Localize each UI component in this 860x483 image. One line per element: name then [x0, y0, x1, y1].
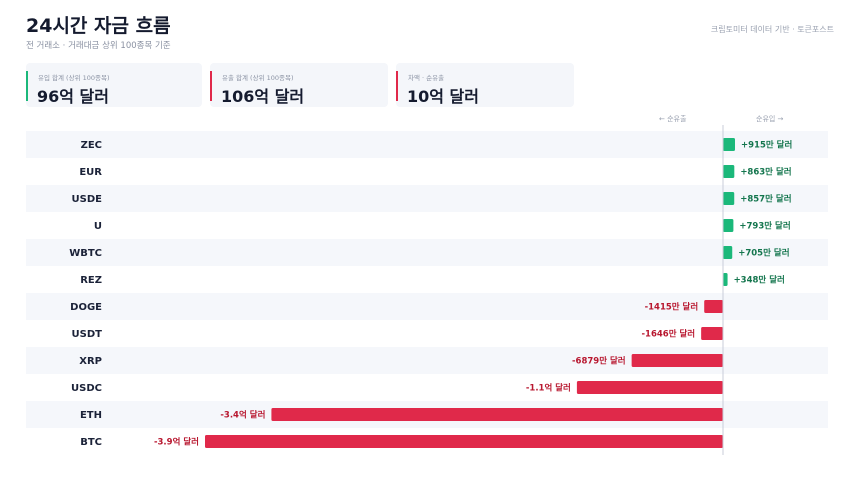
category-label: REZ — [80, 275, 102, 286]
card-label: 차액 · 순유출 — [408, 74, 445, 82]
row-background — [26, 131, 828, 158]
bar — [723, 219, 734, 232]
data-label: +857만 달러 — [740, 194, 791, 205]
bar — [723, 273, 728, 286]
page-subtitle: 전 거래소 · 거래대금 상위 100종목 기준 — [26, 41, 171, 51]
inflow-total-card: 유입 합계 (상위 100종목) 96억 달러 — [26, 63, 202, 107]
row-background — [26, 185, 828, 212]
data-label: +915만 달러 — [741, 140, 792, 151]
category-label: WBTC — [69, 248, 102, 259]
bar — [723, 138, 735, 151]
bar — [704, 300, 723, 313]
data-label: -1415만 달러 — [645, 302, 699, 313]
data-label: -3.4억 달러 — [220, 410, 265, 421]
net-difference-card: 차액 · 순유출 10억 달러 — [396, 63, 574, 107]
bar — [631, 354, 723, 367]
card-accent-bar — [26, 71, 28, 101]
card-label: 유입 합계 (상위 100종목) — [38, 74, 110, 82]
category-label: ZEC — [81, 140, 102, 151]
data-label: +863만 달러 — [740, 167, 791, 178]
bar — [205, 435, 723, 448]
data-label: -3.9억 달러 — [154, 437, 199, 448]
data-label: -1646만 달러 — [642, 329, 696, 340]
category-label: DOGE — [70, 302, 102, 313]
data-label: +705만 달러 — [738, 248, 789, 259]
category-label: ETH — [80, 410, 102, 421]
card-label: 유출 합계 (상위 100종목) — [222, 74, 294, 82]
card-value: 10억 달러 — [407, 87, 479, 106]
bar — [576, 381, 723, 394]
bar — [723, 192, 735, 205]
category-label: USDE — [72, 194, 103, 205]
bar — [723, 165, 735, 178]
source-credit: 크립토미터 데이터 기반 · 토큰포스트 — [710, 25, 834, 34]
data-label: +793만 달러 — [739, 221, 790, 232]
data-label: +348만 달러 — [734, 275, 785, 286]
data-label: -1.1억 달러 — [526, 383, 571, 394]
bar — [723, 246, 733, 259]
card-value: 106억 달러 — [221, 87, 305, 106]
category-label: XRP — [79, 356, 102, 367]
card-accent-bar — [210, 71, 212, 101]
category-label: BTC — [80, 437, 102, 448]
card-accent-bar — [396, 71, 398, 101]
outflow-total-card: 유출 합계 (상위 100종목) 106억 달러 — [210, 63, 388, 107]
data-label: -6879만 달러 — [572, 356, 626, 367]
bar — [701, 327, 723, 340]
category-label: EUR — [79, 167, 102, 178]
category-label: U — [94, 221, 102, 232]
category-label: USDC — [71, 383, 102, 394]
row-background — [26, 293, 828, 320]
card-value: 96억 달러 — [37, 87, 109, 106]
page-title: 24시간 자금 흐름 — [26, 15, 171, 37]
axis-hint-inflow: 순유입 → — [756, 115, 784, 123]
row-background — [26, 239, 828, 266]
bar — [271, 408, 723, 421]
axis-hint-outflow: ← 순유출 — [659, 115, 687, 123]
category-label: USDT — [72, 329, 103, 340]
